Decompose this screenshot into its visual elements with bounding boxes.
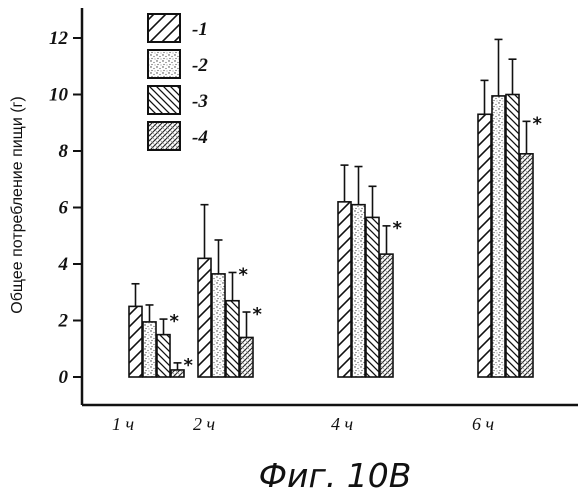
significance-star: *	[393, 218, 403, 239]
bar	[157, 335, 170, 377]
figure-caption: Фиг. 10В	[259, 456, 412, 495]
x-category-label: 2 ч	[193, 414, 215, 434]
significance-star: *	[253, 304, 263, 325]
y-tick-label: 0	[59, 367, 69, 388]
bar	[240, 337, 253, 377]
y-axis-label: Общее потребление пищи (г)	[9, 96, 26, 313]
legend-label: -2	[192, 55, 208, 76]
legend-label: -3	[192, 91, 208, 112]
y-tick-label: 8	[59, 141, 69, 162]
bar	[492, 96, 505, 377]
bar	[366, 217, 379, 377]
bar	[226, 301, 239, 377]
bar	[506, 95, 519, 378]
bar	[520, 154, 533, 377]
significance-star: *	[239, 264, 249, 285]
significance-star: *	[533, 113, 543, 134]
bar	[478, 114, 491, 377]
y-tick-label: 4	[58, 254, 69, 275]
bar	[198, 258, 211, 377]
legend-swatch	[148, 122, 180, 150]
significance-star: *	[184, 355, 194, 376]
bar	[143, 322, 156, 377]
bar	[352, 205, 365, 377]
category-labels: 1 ч 2 ч 4 ч 6 ч	[112, 414, 494, 434]
y-tick-label: 2	[58, 311, 69, 332]
bar	[212, 274, 225, 377]
bar	[171, 370, 184, 377]
bar-series	[129, 95, 533, 378]
bar	[129, 306, 142, 377]
legend-swatch	[148, 50, 180, 78]
x-category-label: 1 ч	[112, 414, 134, 434]
bar	[380, 254, 393, 377]
legend-swatch	[148, 14, 180, 42]
y-ticks: 0 2 4 6 8 10 12	[49, 28, 82, 388]
bar	[338, 202, 351, 377]
legend: -1 -2 -3 -4	[148, 14, 208, 150]
x-category-label: 4 ч	[331, 414, 353, 434]
y-tick-label: 12	[49, 28, 69, 49]
legend-label: -4	[192, 127, 208, 148]
legend-swatch	[148, 86, 180, 114]
y-tick-label: 10	[49, 85, 69, 106]
x-category-label: 6 ч	[472, 414, 494, 434]
y-tick-label: 6	[59, 198, 69, 219]
error-bars	[132, 39, 531, 370]
legend-label: -1	[192, 19, 208, 40]
significance-star: *	[170, 311, 180, 332]
